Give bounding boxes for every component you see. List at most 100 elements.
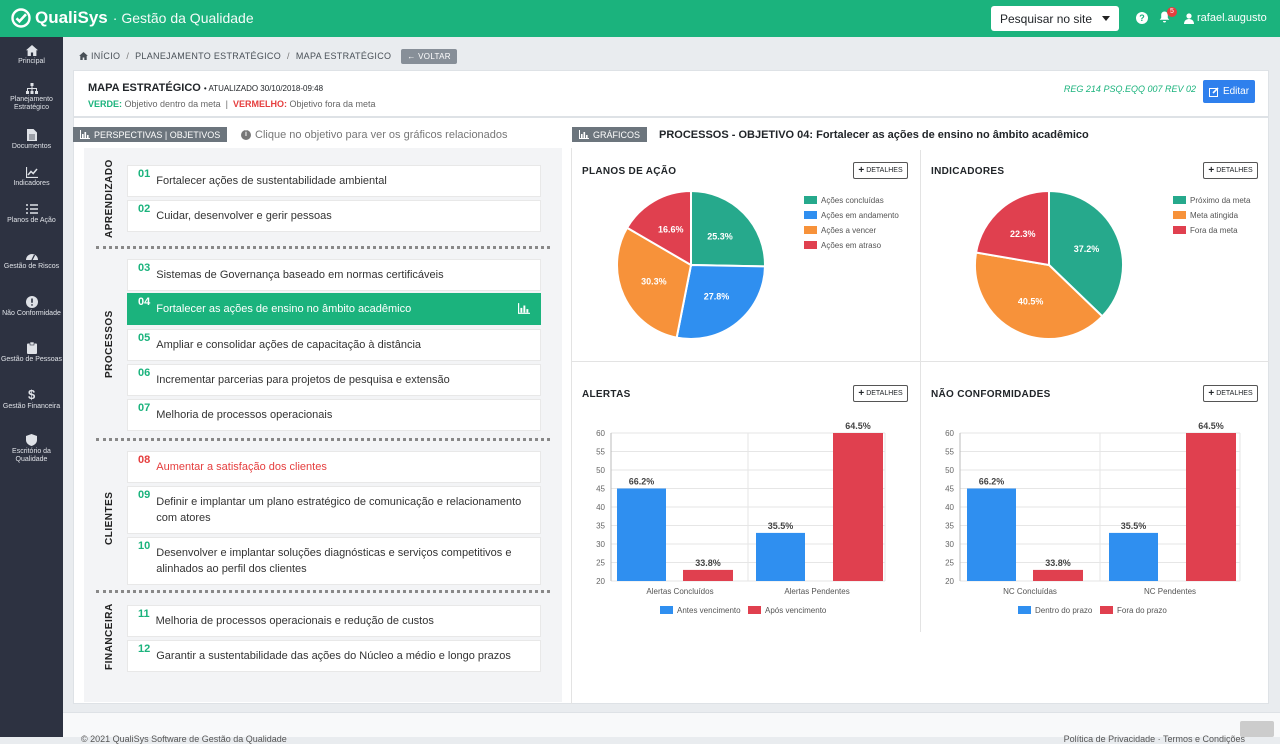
objective-item[interactable]: 02 Cuidar, desenvolver e gerir pessoas: [127, 200, 541, 232]
bell-icon[interactable]: [1159, 11, 1170, 23]
sidebar-item-label: Planos de Ação: [7, 217, 56, 224]
legend-label: Fora do prazo: [1117, 606, 1167, 615]
shield-icon: [26, 434, 37, 446]
objective-item-selected[interactable]: 04 Fortalecer as ações de ensino no âmbit…: [127, 293, 541, 325]
pie-slice-label: 27.8%: [704, 292, 730, 302]
pie-slice-label: 16.6%: [658, 225, 684, 235]
updated-at: • ATUALIZADO 30/10/2018-09:48: [203, 84, 324, 93]
breadcrumb-current: MAPA ESTRATÉGICO: [295, 51, 392, 61]
y-tick-label: 50: [596, 466, 605, 475]
graphs-tag: GRÁFICOS: [572, 127, 648, 142]
objective-item[interactable]: 03 Sistemas de Governança baseado em norm…: [127, 259, 541, 291]
objective-number: 09: [138, 489, 151, 501]
details-label: DETALHES: [1216, 167, 1253, 174]
objective-item[interactable]: 11 Melhoria de processos operacionais e r…: [127, 605, 541, 637]
perspectives-hint: i Clique no objetivo para ver os gráficos…: [241, 129, 508, 141]
y-tick-label: 60: [945, 429, 954, 438]
details-button-alertas[interactable]: + DETALHES: [853, 385, 908, 402]
chart-title-alertas: ALERTAS: [582, 389, 631, 400]
legend-red-text: Objetivo fora da meta: [289, 99, 376, 109]
objective-item[interactable]: 09 Definir e implantar um plano estratégi…: [127, 486, 541, 534]
bar: [967, 488, 1016, 581]
bar: [1186, 433, 1236, 581]
objective-item[interactable]: 12 Garantir a sustentabilidade das ações …: [127, 640, 541, 672]
pie-slice-label: 37.2%: [1074, 244, 1100, 254]
details-label: DETALHES: [866, 390, 903, 397]
objective-item[interactable]: 08 Aumentar a satisfação dos clientes: [127, 451, 541, 483]
objective-number: 06: [138, 367, 151, 379]
sidebar-item-indicadores[interactable]: Indicadores: [0, 167, 63, 188]
user-menu[interactable]: rafael.augusto: [1184, 12, 1267, 24]
y-tick-label: 20: [596, 577, 605, 586]
scroll-top-button[interactable]: [1240, 721, 1274, 737]
exclamation-icon: [25, 296, 38, 308]
edit-button-label: Editar: [1222, 86, 1250, 97]
legend-separator: |: [225, 99, 228, 109]
y-tick-label: 55: [596, 448, 605, 457]
sidebar-item-label: Planejamento Estratégico: [10, 96, 53, 111]
details-button-planos[interactable]: + DETALHES: [853, 162, 908, 179]
objective-text: Melhoria de processos operacionais e red…: [155, 615, 434, 627]
page-header-card: MAPA ESTRATÉGICO • ATUALIZADO 30/10/2018-…: [73, 70, 1269, 117]
x-tick-label: NC Concluídas: [1003, 587, 1057, 596]
sidebar-item-escritorio[interactable]: Escritório da Qualidade: [0, 434, 63, 464]
perspectives-tag: PERSPECTIVAS | OBJETIVOS: [73, 127, 228, 142]
sidebar-item-label: Escritório da Qualidade: [12, 448, 51, 463]
panel-divider: [571, 148, 572, 704]
legend-red-label: VERMELHO:: [232, 99, 287, 109]
clipboard-icon: [26, 342, 37, 354]
y-tick-label: 45: [596, 485, 605, 494]
sidebar-item-planos-acao[interactable]: Planos de Ação: [0, 204, 63, 225]
breadcrumb-planejamento[interactable]: PLANEJAMENTO ESTRATÉGICO: [135, 51, 282, 61]
app-logo[interactable]: QualiSys · Gestão da Qualidade: [11, 8, 254, 28]
sidebar-item-label: Não Conformidade: [2, 310, 61, 317]
objective-text: Incrementar parcerias para projetos de p…: [156, 374, 450, 386]
sidebar-item-label: Gestão Financeira: [2, 403, 61, 410]
edit-button[interactable]: Editar: [1203, 80, 1255, 103]
sidebar-item-nao-conformidade[interactable]: Não Conformidade: [0, 296, 63, 318]
bar-value-label: 35.5%: [1121, 521, 1147, 531]
legend-label: Ações em andamento: [821, 211, 899, 220]
objective-item[interactable]: 05 Ampliar e consolidar ações de capacita…: [127, 329, 541, 361]
sidebar-item-label: Gestão de Pessoas: [0, 356, 63, 363]
sidebar-item-principal[interactable]: Principal: [0, 45, 63, 66]
chart-icon: [579, 130, 589, 139]
breadcrumb-home[interactable]: INÍCIO: [91, 51, 121, 61]
pie-slice: [675, 263, 767, 340]
y-tick-label: 30: [945, 540, 954, 549]
search-dropdown[interactable]: Pesquisar no site: [991, 6, 1119, 31]
y-tick-label: 45: [945, 485, 954, 494]
user-icon: [1184, 12, 1194, 24]
x-tick-label: Alertas Concluídos: [646, 587, 713, 596]
objective-item[interactable]: 07 Melhoria de processos operacionais: [127, 399, 541, 431]
objective-item[interactable]: 01 Fortalecer ações de sustentabilidade a…: [127, 165, 541, 197]
sidebar-item-riscos[interactable]: Gestão de Riscos: [0, 250, 63, 271]
objective-item[interactable]: 10 Desenvolver e implantar soluções diagn…: [127, 537, 541, 585]
sidebar-item-financeira[interactable]: $ Gestão Financeira: [0, 388, 63, 411]
back-button[interactable]: ← VOLTAR: [401, 48, 457, 64]
bar: [756, 532, 805, 581]
details-button-nao-conformidades[interactable]: + DETALHES: [1203, 385, 1258, 402]
arrow-left-icon: ←: [407, 51, 419, 61]
details-button-indicadores[interactable]: + DETALHES: [1203, 162, 1258, 179]
bar-value-label: 64.5%: [1198, 421, 1224, 431]
footer-links[interactable]: Política de Privacidade · Termos e Condi…: [1063, 734, 1245, 744]
objective-item[interactable]: 06 Incrementar parcerias para projetos de…: [127, 364, 541, 396]
app-brand: QualiSys: [35, 8, 108, 27]
document-register-code: REG 214 PSQ.EQQ 007 REV 02: [1063, 84, 1196, 94]
legend-swatch: [1100, 606, 1113, 614]
info-icon: i: [241, 130, 251, 140]
y-tick-label: 40: [945, 503, 954, 512]
objective-number: 01: [138, 168, 151, 180]
y-tick-label: 25: [945, 559, 954, 568]
legend-label: Antes vencimento: [677, 606, 741, 615]
sidebar-item-gestao-pessoas[interactable]: Gestão de Pessoas: [0, 342, 63, 364]
breadcrumb-separator: /: [287, 51, 290, 61]
chart-title-planos: PLANOS DE AÇÃO: [582, 166, 677, 177]
dollar-icon: $: [28, 388, 36, 401]
help-icon[interactable]: ?: [1136, 12, 1148, 24]
objective-number: 05: [138, 332, 151, 344]
sidebar-item-planejamento[interactable]: Planejamento Estratégico: [0, 83, 63, 112]
sidebar-item-documentos[interactable]: Documentos: [0, 129, 63, 151]
legend-swatch: [804, 241, 817, 249]
